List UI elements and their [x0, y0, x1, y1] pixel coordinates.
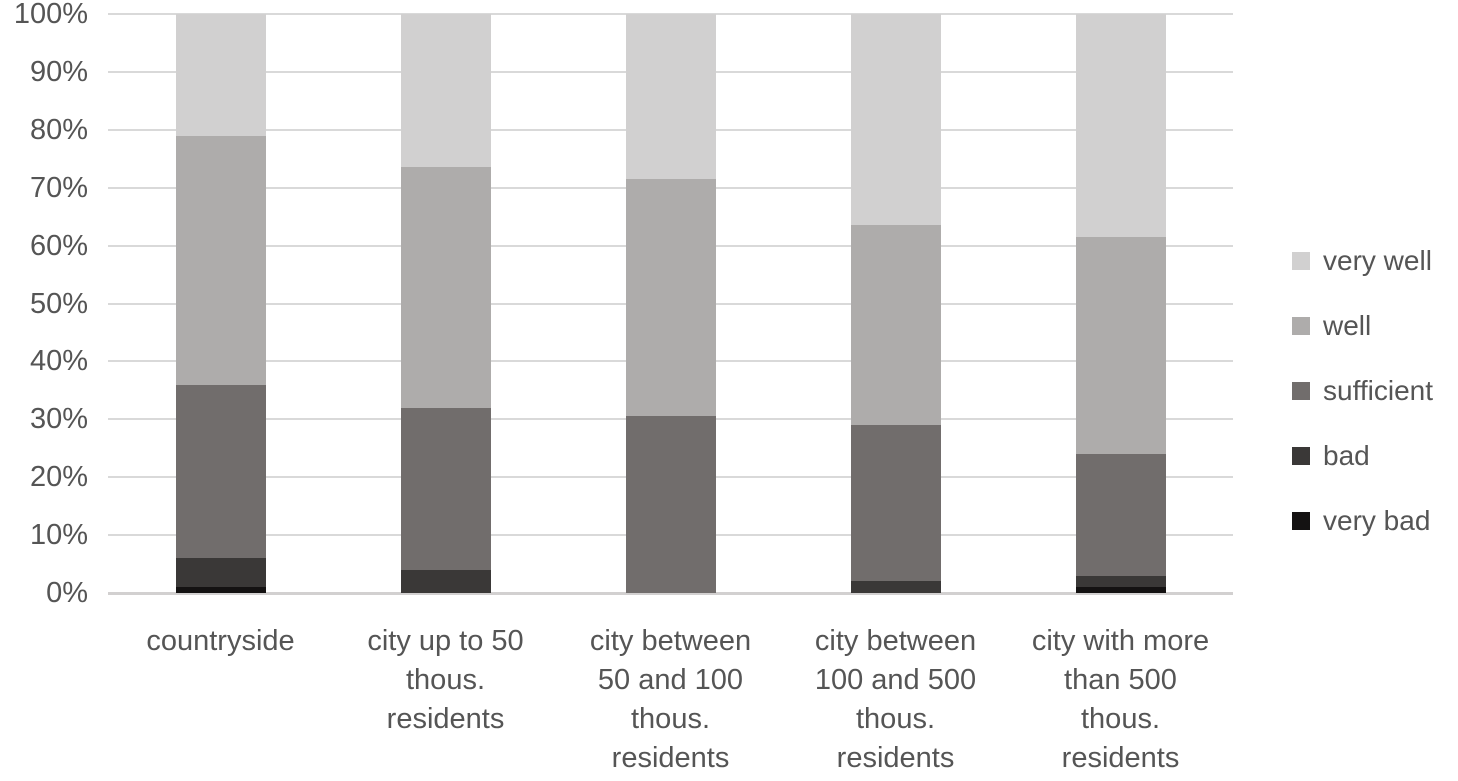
- legend-item: bad: [1292, 440, 1433, 471]
- bar-segment-sufficient: [625, 416, 716, 593]
- bar-segment-bad: [850, 581, 941, 593]
- legend-label: bad: [1323, 440, 1370, 471]
- bar-segment-bad: [175, 558, 266, 588]
- bar-segment-well: [625, 179, 716, 417]
- legend-label: very bad: [1323, 505, 1431, 536]
- legend-item: very bad: [1292, 505, 1433, 536]
- x-category-label: city with more than 500 thous. residents: [1031, 625, 1210, 774]
- legend-swatch-icon: [1292, 317, 1310, 335]
- y-tick-label: 50%: [29, 287, 88, 320]
- y-tick-label: 90%: [29, 55, 88, 88]
- bar-segment-very-well: [400, 14, 491, 168]
- y-tick-label: 0%: [46, 577, 88, 609]
- bar-segment-very-well: [175, 14, 266, 136]
- bar-segment-sufficient: [400, 407, 491, 570]
- x-category-label: city between 100 and 500 thous. resident…: [814, 625, 977, 774]
- legend-swatch-icon: [1292, 512, 1310, 530]
- legend-label: sufficient: [1323, 375, 1433, 406]
- legend-item: well: [1292, 310, 1433, 341]
- bar-segment-bad: [400, 569, 491, 593]
- legend-swatch-icon: [1292, 252, 1310, 270]
- x-category-label: city between 50 and 100 thous. residents: [589, 625, 752, 774]
- bar-segment-sufficient: [850, 425, 941, 582]
- legend-swatch-icon: [1292, 447, 1310, 465]
- bar-segment-very-bad: [175, 587, 266, 593]
- y-tick-label: 30%: [29, 403, 88, 436]
- bar-segment-very-well: [1075, 14, 1166, 237]
- legend-swatch-icon: [1292, 382, 1310, 400]
- x-axis-baseline: [108, 592, 1233, 595]
- bar-segment-well: [1075, 236, 1166, 455]
- legend-label: very well: [1323, 245, 1432, 276]
- x-category-label: city up to 50 thous. residents: [367, 625, 524, 735]
- bar-segment-well: [400, 167, 491, 408]
- legend-label: well: [1323, 310, 1372, 341]
- y-tick-label: 80%: [29, 113, 88, 146]
- bar-segment-well: [175, 135, 266, 385]
- legend-item: sufficient: [1292, 375, 1433, 406]
- y-tick-label: 100%: [13, 0, 88, 30]
- y-tick-label: 40%: [29, 345, 88, 378]
- bar-segment-sufficient: [175, 384, 266, 559]
- bar-segment-sufficient: [1075, 454, 1166, 576]
- y-tick-label: 10%: [29, 519, 88, 552]
- bar-segment-bad: [1075, 575, 1166, 588]
- legend-item: very well: [1292, 245, 1433, 276]
- legend: very well well sufficient bad very bad: [1292, 245, 1433, 571]
- bar-segment-very-well: [625, 14, 716, 179]
- y-tick-label: 60%: [29, 229, 88, 262]
- x-category-label: countryside: [146, 625, 295, 657]
- bar-segment-very-bad: [1075, 587, 1166, 593]
- bar-segment-very-well: [850, 14, 941, 226]
- bar-segment-well: [850, 225, 941, 426]
- y-tick-label: 70%: [29, 171, 88, 204]
- y-tick-label: 20%: [29, 461, 88, 494]
